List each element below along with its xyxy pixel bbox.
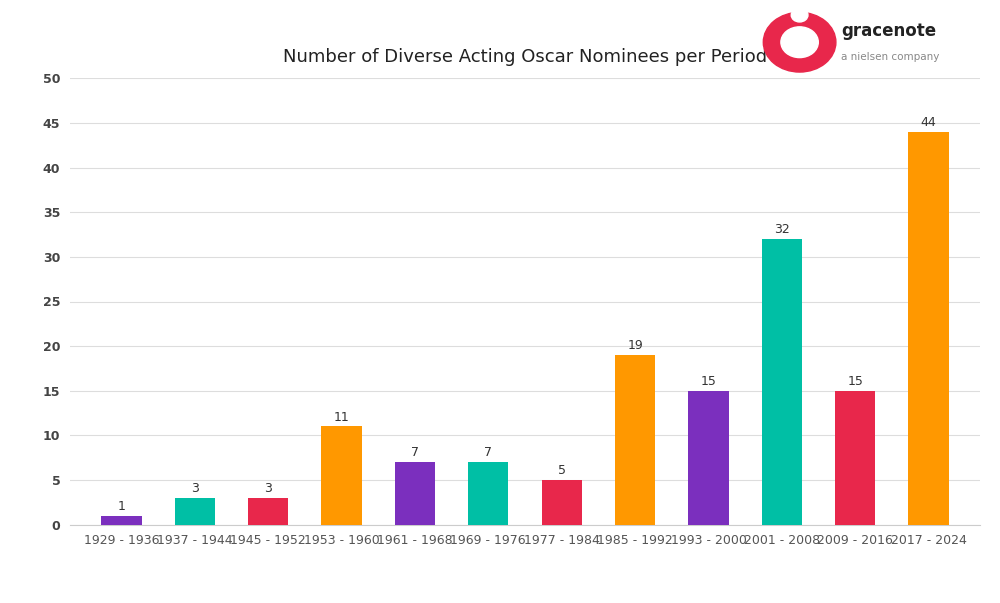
Text: 7: 7 (411, 446, 419, 459)
Bar (615, 355, 655, 525)
Bar (101, 516, 142, 525)
Bar (395, 462, 435, 525)
Bar (688, 391, 729, 525)
Text: 15: 15 (701, 375, 716, 388)
Bar (835, 391, 875, 525)
Bar (321, 426, 362, 525)
Text: 11: 11 (334, 411, 349, 424)
Text: 3: 3 (264, 482, 272, 495)
Bar (762, 239, 802, 525)
Text: 7: 7 (484, 446, 492, 459)
Circle shape (791, 8, 808, 22)
Bar (248, 498, 288, 525)
Bar (468, 462, 508, 525)
Text: 19: 19 (627, 339, 643, 352)
Text: 32: 32 (774, 223, 790, 236)
Text: 1: 1 (117, 500, 125, 513)
Text: gracenote: gracenote (841, 22, 937, 40)
Bar (175, 498, 215, 525)
Text: 3: 3 (191, 482, 199, 495)
Title: Number of Diverse Acting Oscar Nominees per Period: Number of Diverse Acting Oscar Nominees … (283, 48, 767, 66)
Text: 44: 44 (921, 116, 937, 129)
Text: 15: 15 (847, 375, 863, 388)
Circle shape (763, 12, 836, 72)
Circle shape (781, 27, 818, 58)
Bar (908, 132, 949, 525)
Bar (542, 480, 582, 525)
Text: 5: 5 (558, 464, 566, 478)
Text: a nielsen company: a nielsen company (841, 52, 940, 62)
